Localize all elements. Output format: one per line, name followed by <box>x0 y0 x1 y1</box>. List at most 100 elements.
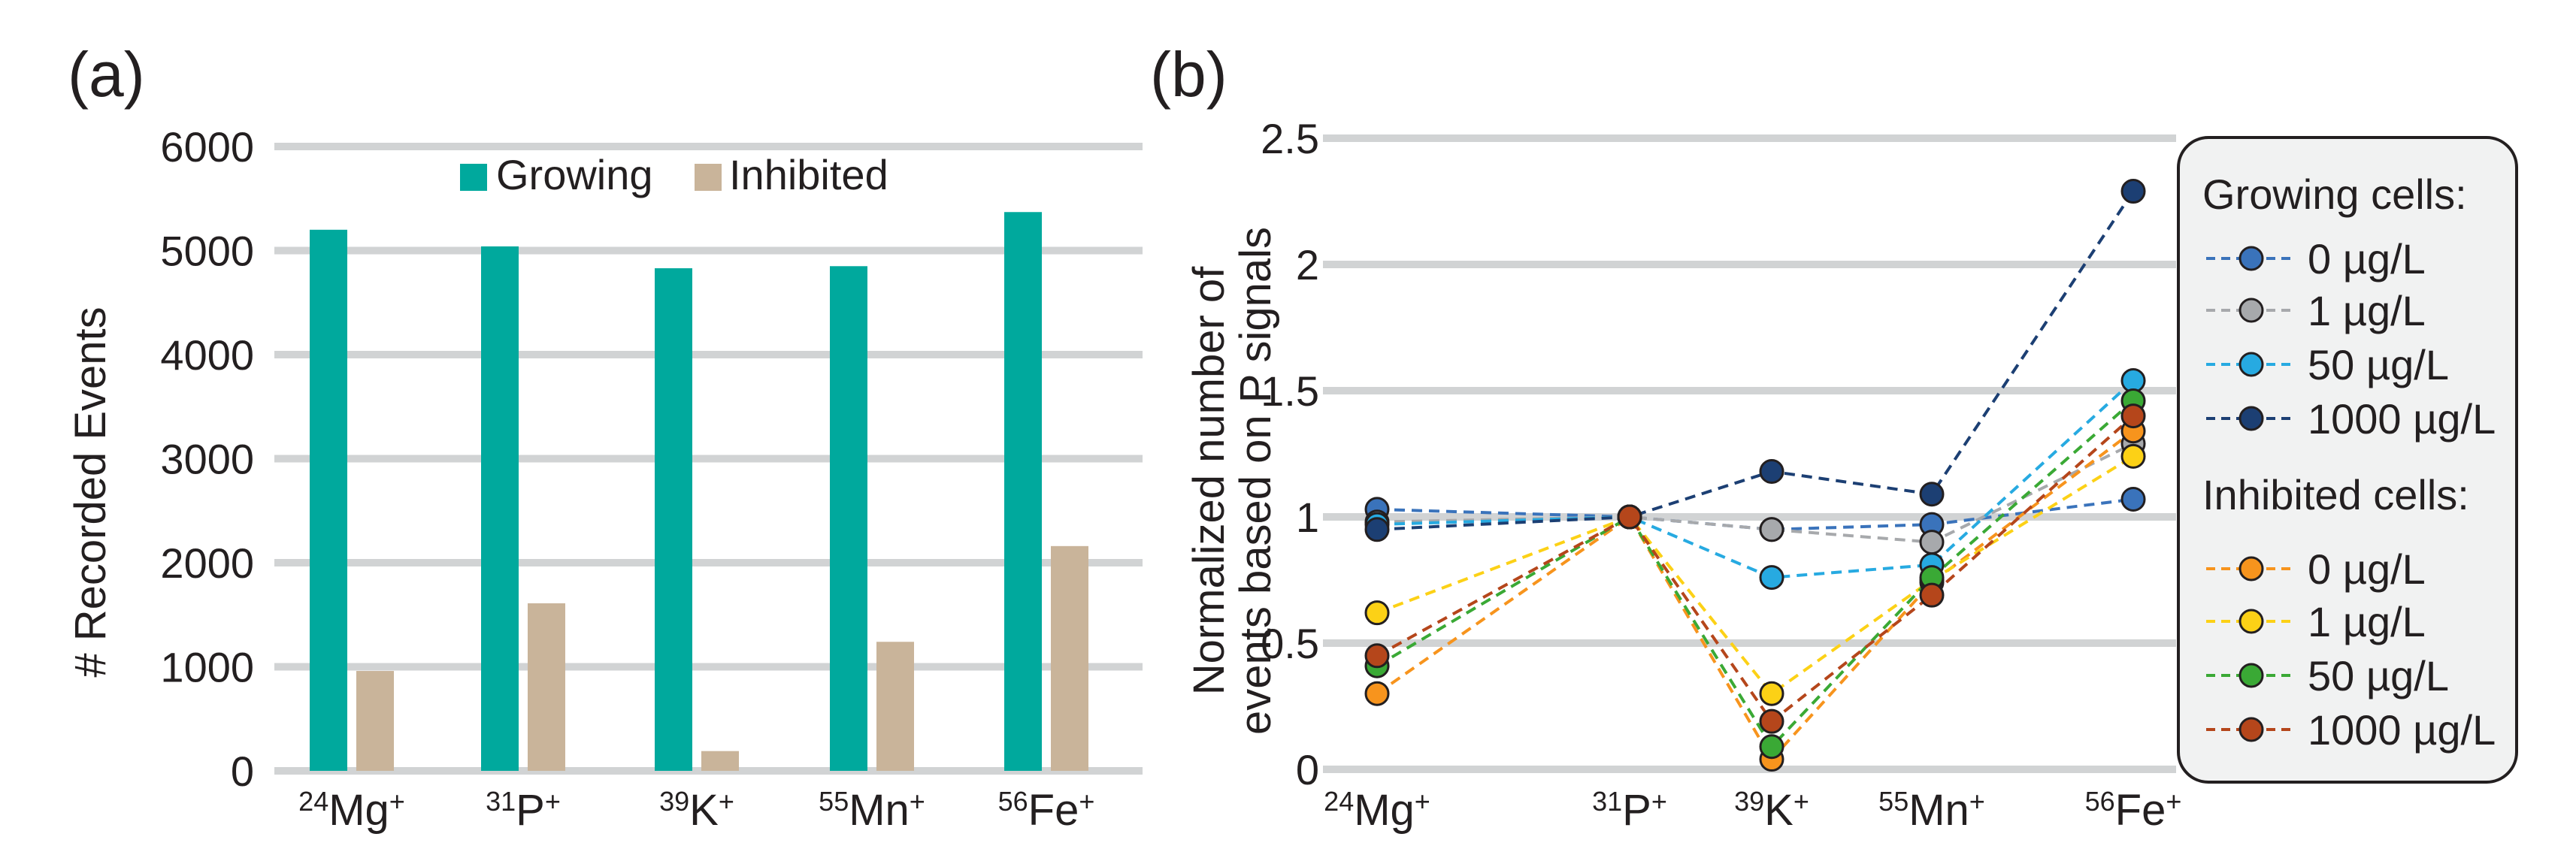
data-point-series-3-k <box>1759 459 1784 485</box>
legend-growing-label: Growing <box>496 151 653 198</box>
panel-b-y-axis-label: Normalized number of events based on P s… <box>1185 227 1280 735</box>
data-point-series-1-k <box>1759 517 1784 542</box>
panel-a-bars <box>310 212 1088 772</box>
legend-marker <box>2238 609 2264 634</box>
bar-growing-mg <box>310 229 347 771</box>
bar-inhibited-p <box>528 603 565 771</box>
data-point-series-3-mn <box>1919 482 1945 507</box>
panel-b-legend: Growing cells: Inhibited cells: 0 µg/L 1 … <box>2177 136 2518 784</box>
bar-inhibited-mn <box>876 642 914 771</box>
x-tick-label: 55Mn+ <box>819 786 925 835</box>
y-tick-label: 6000 <box>160 123 254 171</box>
x-tick-label: 24Mg+ <box>1324 786 1430 835</box>
legend-entries: 0 µg/L 1 µg/L 50 µg/L 1000 µg/L 0 µg/L 1 µg/L… <box>2206 235 2496 754</box>
series-line-6 <box>1376 399 2135 750</box>
y-tick-label: 5000 <box>160 228 254 275</box>
data-point-series-7-k <box>1759 708 1784 734</box>
bar-inhibited-mg <box>356 671 394 771</box>
y-tick-label: 2 <box>1296 241 1319 289</box>
x-tick-label: 56Fe+ <box>998 786 1095 835</box>
panel-a-y-axis-label: # Recorded Events <box>66 307 115 677</box>
bar-growing-fe <box>1004 212 1042 771</box>
bar-growing-mn <box>830 266 867 771</box>
y-tick-label: 2.5 <box>1261 115 1319 162</box>
data-point-series-6-k <box>1759 734 1784 760</box>
series-line-5 <box>1376 455 2135 696</box>
x-tick-label: 39K+ <box>1734 786 1809 835</box>
legend-marker <box>2238 556 2264 582</box>
series-line-4 <box>1376 430 2135 762</box>
panel-b: (b) Normalized number of events based on… <box>1150 39 2518 835</box>
y-tick-label: 4000 <box>160 331 254 379</box>
x-tick-label: 31P+ <box>486 786 561 835</box>
legend-inhibited-title: Inhibited cells: <box>2202 471 2469 518</box>
panel-a-y-ticks: 0 1000 2000 3000 4000 5000 6000 <box>160 123 254 795</box>
data-point-series-5-k <box>1759 681 1784 706</box>
panel-b-series-lines <box>1376 190 2135 762</box>
data-point-series-0-fe <box>2120 486 2146 512</box>
data-point-series-5-fe <box>2120 443 2146 469</box>
series-line-0 <box>1376 497 2134 531</box>
panel-b-series-points <box>1364 179 2146 772</box>
legend-marker <box>2238 717 2264 742</box>
data-point-series-7-mg <box>1364 643 1390 669</box>
panel-b-x-ticks: 24Mg+ 31P+ 39K+ 55Mn+ 56Fe+ <box>1324 786 2181 835</box>
x-tick-label: 55Mn+ <box>1878 786 1985 835</box>
legend-entry-label: 0 µg/L <box>2308 545 2426 593</box>
data-point-series-3-mg <box>1364 517 1390 542</box>
bar-growing-p <box>481 246 519 772</box>
y-tick-label: 3000 <box>160 436 254 483</box>
panel-b-gridlines <box>1323 134 2176 773</box>
legend-marker <box>2238 352 2264 377</box>
legend-entry-label: 1000 µg/L <box>2308 706 2496 754</box>
legend-growing-title: Growing cells: <box>2202 171 2467 218</box>
data-point-series-7-fe <box>2120 403 2146 429</box>
legend-growing-swatch <box>460 164 487 191</box>
panel-a-label: (a) <box>68 39 145 110</box>
panel-b-y-axis-label-line1: Normalized number of <box>1185 266 1234 695</box>
legend-marker <box>2238 298 2264 323</box>
series-line-1 <box>1376 442 2134 544</box>
panel-a-x-ticks: 24Mg+ 31P+ 39K+ 55Mn+ 56Fe+ <box>298 786 1094 835</box>
legend-entry-label: 0 µg/L <box>2308 235 2426 282</box>
y-tick-label: 2000 <box>160 539 254 587</box>
data-point-series-7-mn <box>1919 582 1945 608</box>
x-tick-label: 24Mg+ <box>298 786 405 835</box>
legend-inhibited-swatch <box>695 164 722 191</box>
x-tick-label: 56Fe+ <box>2085 786 2182 835</box>
y-tick-label: 1.5 <box>1261 367 1319 415</box>
panel-a-gridlines <box>274 143 1143 775</box>
data-point-series-7-p <box>1617 504 1642 530</box>
data-point-series-2-k <box>1759 565 1784 591</box>
data-point-series-4-mg <box>1364 681 1390 706</box>
series-line-2 <box>1376 379 2135 579</box>
legend-inhibited-label: Inhibited <box>729 151 888 198</box>
panel-b-y-axis-label-line2: events based on P signals <box>1231 227 1280 735</box>
y-tick-label: 1000 <box>160 644 254 691</box>
panel-b-y-ticks: 0 0.5 1 1.5 2 2.5 <box>1261 115 1319 793</box>
legend-entry-label: 1 µg/L <box>2308 598 2426 645</box>
y-tick-label: 0.5 <box>1261 620 1319 667</box>
data-point-series-3-fe <box>2120 179 2146 204</box>
legend-marker <box>2238 663 2264 688</box>
series-line-3 <box>1376 190 2135 531</box>
data-point-series-5-mg <box>1364 600 1390 626</box>
x-tick-label: 31P+ <box>1592 786 1667 835</box>
legend-entry-label: 1000 µg/L <box>2308 395 2496 443</box>
panel-b-label: (b) <box>1150 39 1227 110</box>
panel-a: (a) # Recorded Events 0 1000 2000 3000 4000 5… <box>66 39 1143 835</box>
y-tick-label: 1 <box>1296 494 1319 541</box>
x-tick-label: 39K+ <box>659 786 734 835</box>
y-tick-label: 0 <box>231 748 254 795</box>
legend-entry-label: 1 µg/L <box>2308 287 2426 334</box>
legend-marker <box>2238 246 2264 271</box>
panel-a-legend: Growing Inhibited <box>460 151 888 198</box>
legend-entry-label: 50 µg/L <box>2308 341 2449 388</box>
legend-marker <box>2238 406 2264 431</box>
data-point-series-1-mn <box>1919 530 1945 555</box>
bar-growing-k <box>655 268 692 771</box>
bar-inhibited-k <box>701 751 739 771</box>
bar-inhibited-fe <box>1051 545 1088 771</box>
y-tick-label: 0 <box>1296 746 1319 793</box>
